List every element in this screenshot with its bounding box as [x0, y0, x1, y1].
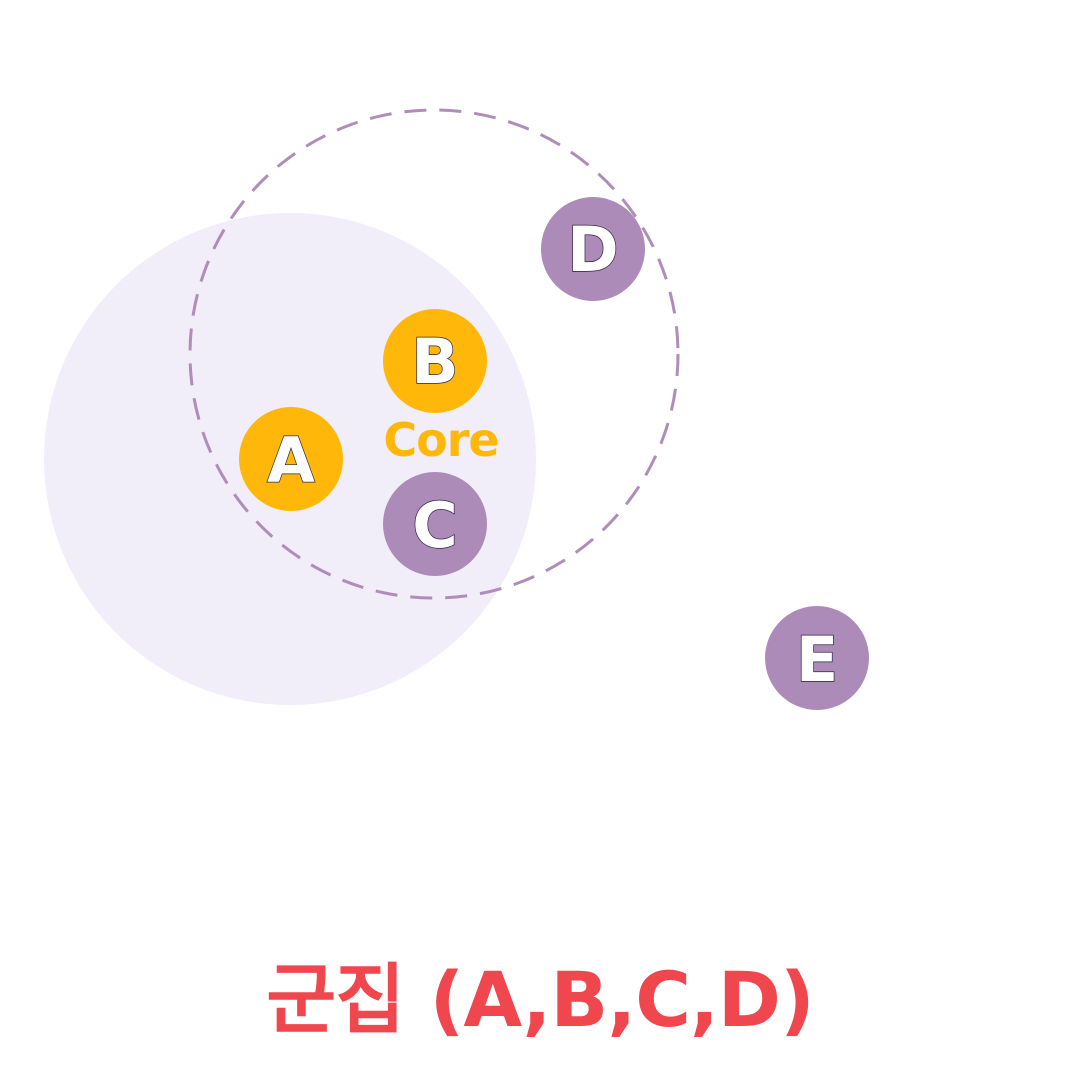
point-e-label: E — [796, 623, 838, 696]
point-d: D — [541, 197, 645, 301]
point-c-label: C — [412, 489, 458, 562]
point-d-label: D — [567, 213, 618, 286]
point-e: E — [765, 606, 869, 710]
point-b-label: B — [411, 325, 458, 398]
point-e-circle — [765, 606, 869, 710]
point-c: C — [383, 472, 487, 576]
cluster-caption: 군집 (A,B,C,D) — [266, 955, 814, 1044]
core-label: Core — [383, 413, 498, 467]
point-c-circle — [383, 472, 487, 576]
point-a-label: A — [267, 424, 315, 497]
cluster-boundary-dashed — [188, 108, 680, 600]
point-b: B — [383, 309, 487, 413]
point-a: A — [239, 407, 343, 511]
point-b-circle — [383, 309, 487, 413]
point-a-circle — [239, 407, 343, 511]
point-d-circle — [541, 197, 645, 301]
